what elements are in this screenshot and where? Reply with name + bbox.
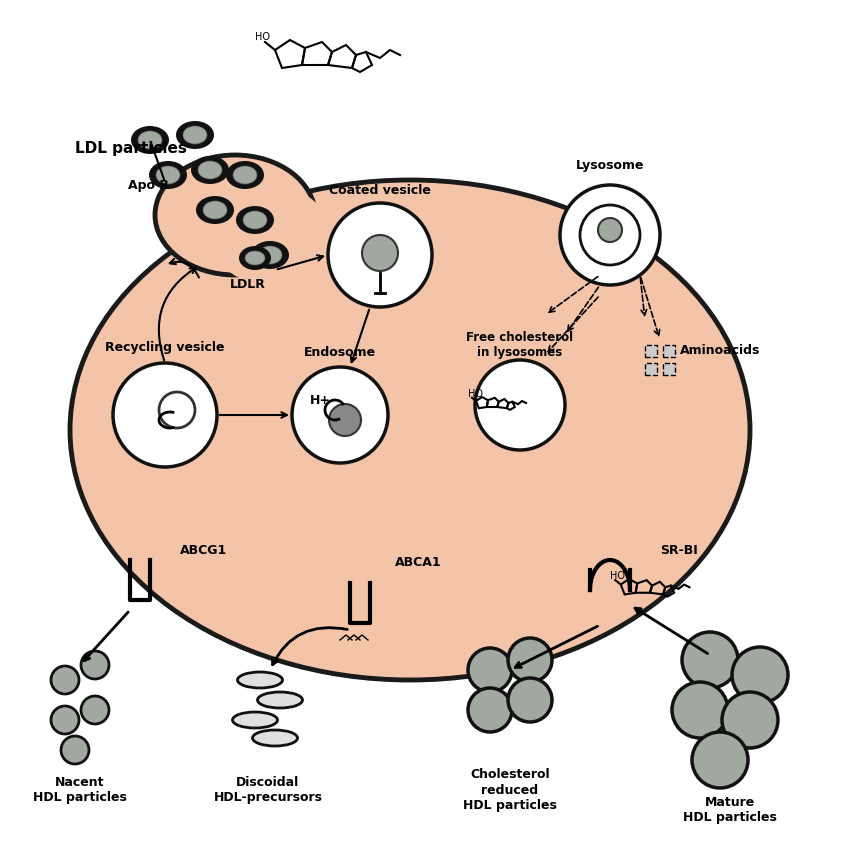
Ellipse shape <box>155 155 315 275</box>
FancyBboxPatch shape <box>645 363 657 375</box>
Ellipse shape <box>138 131 162 149</box>
Text: HO: HO <box>255 32 270 42</box>
Circle shape <box>692 732 748 788</box>
Ellipse shape <box>210 185 330 285</box>
Circle shape <box>475 360 565 450</box>
Ellipse shape <box>191 156 229 184</box>
Circle shape <box>722 692 778 748</box>
Circle shape <box>508 678 552 722</box>
Circle shape <box>508 638 552 682</box>
Ellipse shape <box>70 180 750 680</box>
Ellipse shape <box>176 121 214 149</box>
Ellipse shape <box>243 211 267 229</box>
FancyBboxPatch shape <box>645 345 657 357</box>
Text: Apo B: Apo B <box>128 179 169 192</box>
Ellipse shape <box>258 692 303 708</box>
Text: Cholesterol
reduced
HDL particles: Cholesterol reduced HDL particles <box>463 768 557 811</box>
Ellipse shape <box>245 251 265 265</box>
Circle shape <box>362 235 398 271</box>
Ellipse shape <box>237 672 282 688</box>
Ellipse shape <box>233 166 257 184</box>
FancyBboxPatch shape <box>663 345 675 357</box>
Text: Mature
HDL particles: Mature HDL particles <box>683 796 777 824</box>
Ellipse shape <box>252 730 298 746</box>
Circle shape <box>598 218 622 242</box>
Ellipse shape <box>251 241 289 269</box>
Circle shape <box>159 392 195 428</box>
Circle shape <box>113 363 217 467</box>
Ellipse shape <box>149 161 187 189</box>
Text: Discoidal
HDL-precursors: Discoidal HDL-precursors <box>213 776 322 804</box>
Circle shape <box>329 404 361 436</box>
Circle shape <box>468 648 512 692</box>
Text: LDLR: LDLR <box>230 278 266 291</box>
Circle shape <box>560 185 660 285</box>
Text: SR-BI: SR-BI <box>660 543 698 556</box>
Circle shape <box>51 666 79 694</box>
Text: Aminoacids: Aminoacids <box>680 344 761 357</box>
Circle shape <box>468 688 512 732</box>
Ellipse shape <box>183 126 207 144</box>
Text: Recycling vesicle: Recycling vesicle <box>105 340 224 353</box>
Circle shape <box>732 647 788 703</box>
Circle shape <box>672 682 728 738</box>
Text: Endosome: Endosome <box>304 346 376 359</box>
Circle shape <box>51 706 79 734</box>
Ellipse shape <box>258 246 282 264</box>
Text: Coated vesicle: Coated vesicle <box>329 183 431 196</box>
Text: Nacent
HDL particles: Nacent HDL particles <box>33 776 127 804</box>
Ellipse shape <box>198 161 222 179</box>
Circle shape <box>580 205 640 265</box>
Text: Lysosome: Lysosome <box>575 158 644 171</box>
Circle shape <box>682 632 738 688</box>
Circle shape <box>292 367 388 463</box>
Circle shape <box>81 696 109 724</box>
Text: ABCG1: ABCG1 <box>180 543 227 556</box>
Circle shape <box>61 736 89 764</box>
Text: Free cholesterol
in lysosomes: Free cholesterol in lysosomes <box>467 331 574 359</box>
Ellipse shape <box>233 712 277 728</box>
Ellipse shape <box>226 161 264 189</box>
Ellipse shape <box>131 126 169 154</box>
Text: ABCA1: ABCA1 <box>395 556 442 569</box>
Text: HO: HO <box>609 571 625 581</box>
Circle shape <box>81 651 109 679</box>
Ellipse shape <box>203 201 227 219</box>
Text: H+: H+ <box>309 393 331 406</box>
Circle shape <box>328 203 432 307</box>
Ellipse shape <box>236 206 274 234</box>
Ellipse shape <box>239 246 271 270</box>
Text: LDL particles: LDL particles <box>75 141 187 156</box>
FancyBboxPatch shape <box>663 363 675 375</box>
Ellipse shape <box>156 166 180 184</box>
Text: HO: HO <box>468 389 483 399</box>
Ellipse shape <box>196 196 234 224</box>
